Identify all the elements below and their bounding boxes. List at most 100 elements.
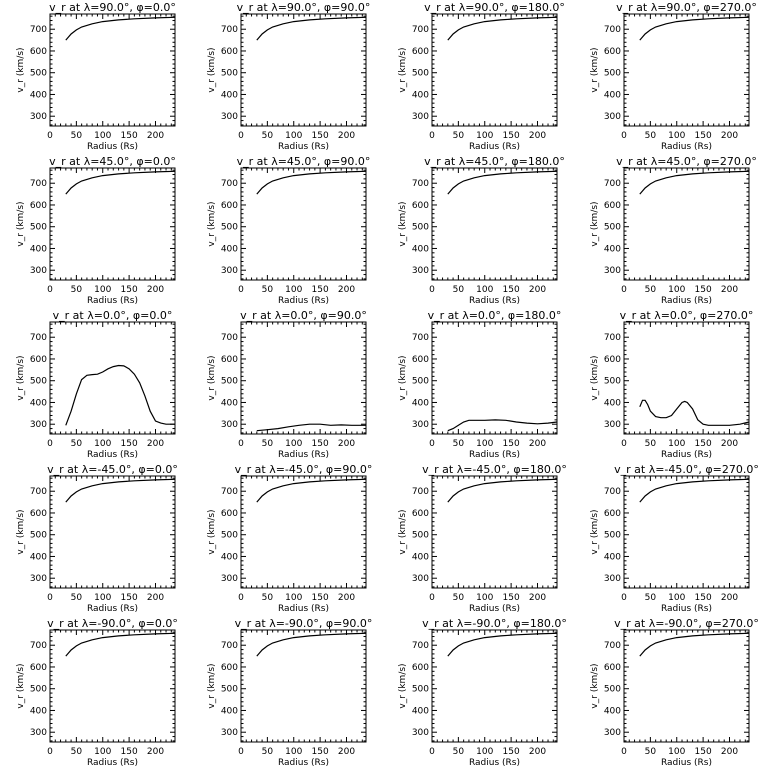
x-tick-label: 200 — [721, 747, 738, 757]
chart-panel: v_r at λ=-90.0°, φ=180.0° 0 50 100 150 200 300… — [398, 617, 567, 768]
y-tick-label: 400 — [604, 244, 621, 254]
y-tick-label: 400 — [412, 90, 429, 100]
x-tick-label: 150 — [503, 747, 520, 757]
y-axis-label: v_r (km/s) — [590, 663, 600, 708]
y-tick-label: 300 — [604, 112, 621, 122]
y-tick-label: 500 — [604, 531, 621, 541]
series-line — [256, 170, 367, 195]
y-tick-label: 400 — [412, 244, 429, 254]
x-tick-label: 50 — [645, 593, 657, 603]
x-tick-label: 100 — [668, 285, 685, 295]
y-tick-label: 600 — [412, 663, 429, 673]
x-tick-label: 200 — [338, 439, 355, 449]
y-tick-label: 600 — [412, 47, 429, 57]
x-tick-label: 0 — [621, 439, 627, 449]
y-tick-label: 600 — [30, 355, 47, 365]
series-line — [65, 478, 176, 503]
plot-frame — [240, 167, 367, 281]
series-line — [639, 399, 750, 426]
y-tick-label: 300 — [412, 574, 429, 584]
x-axis-label: Radius (Rs) — [469, 758, 520, 768]
x-tick-label: 0 — [238, 747, 244, 757]
series-line — [639, 478, 750, 503]
x-tick-label: 50 — [453, 285, 465, 295]
x-tick-label: 100 — [285, 439, 302, 449]
x-tick-label: 100 — [668, 747, 685, 757]
x-tick-label: 50 — [262, 439, 274, 449]
chart-title: v_r at λ=90.0°, φ=180.0° — [424, 1, 565, 14]
x-tick-label: 0 — [429, 131, 435, 141]
y-axis-label: v_r (km/s) — [207, 201, 217, 246]
y-tick-label: 300 — [30, 420, 47, 430]
x-tick-label: 50 — [453, 131, 465, 141]
x-tick-label: 200 — [721, 593, 738, 603]
y-tick-label: 400 — [604, 552, 621, 562]
plot-frame — [431, 321, 558, 435]
x-tick-label: 50 — [71, 131, 83, 141]
chart-title: v_r at λ=-45.0°, φ=180.0° — [422, 463, 567, 476]
x-tick-label: 100 — [285, 131, 302, 141]
y-axis-label: v_r (km/s) — [398, 201, 408, 246]
y-tick-label: 400 — [412, 552, 429, 562]
chart-title: v_r at λ=0.0°, φ=0.0° — [53, 309, 173, 322]
x-axis-label: Radius (Rs) — [278, 450, 329, 460]
chart-title: v_r at λ=-45.0°, φ=90.0° — [235, 463, 373, 476]
y-axis-label: v_r (km/s) — [16, 201, 26, 246]
chart-title: v_r at λ=90.0°, φ=90.0° — [237, 1, 371, 14]
y-tick-label: 300 — [221, 574, 238, 584]
x-tick-label: 50 — [453, 747, 465, 757]
y-tick-label: 700 — [221, 333, 238, 343]
x-axis-label: Radius (Rs) — [469, 296, 520, 306]
series-line — [447, 478, 558, 503]
x-tick-label: 0 — [47, 285, 53, 295]
x-tick-label: 0 — [47, 593, 53, 603]
y-tick-label: 600 — [604, 355, 621, 365]
x-tick-label: 150 — [695, 131, 712, 141]
chart-title: v_r at λ=0.0°, φ=180.0° — [428, 309, 562, 322]
x-tick-label: 150 — [312, 131, 329, 141]
x-tick-label: 150 — [503, 439, 520, 449]
y-axis-label: v_r (km/s) — [207, 509, 217, 554]
x-axis-label: Radius (Rs) — [87, 450, 138, 460]
x-tick-label: 200 — [147, 439, 164, 449]
x-tick-label: 150 — [312, 439, 329, 449]
y-tick-label: 300 — [30, 266, 47, 276]
x-tick-label: 150 — [503, 285, 520, 295]
y-tick-label: 700 — [30, 25, 47, 35]
y-tick-label: 300 — [412, 266, 429, 276]
y-axis-label: v_r (km/s) — [16, 509, 26, 554]
y-tick-label: 700 — [604, 333, 621, 343]
x-tick-label: 200 — [721, 439, 738, 449]
y-axis-label: v_r (km/s) — [590, 47, 600, 92]
x-tick-label: 100 — [476, 593, 493, 603]
plot-frame — [623, 13, 750, 127]
y-tick-label: 500 — [412, 377, 429, 387]
y-tick-label: 500 — [604, 69, 621, 79]
y-tick-label: 500 — [604, 377, 621, 387]
y-tick-label: 700 — [221, 179, 238, 189]
y-tick-label: 400 — [604, 398, 621, 408]
x-tick-label: 150 — [312, 593, 329, 603]
x-tick-label: 200 — [147, 131, 164, 141]
x-tick-label: 0 — [621, 747, 627, 757]
y-tick-label: 600 — [30, 663, 47, 673]
chart-title: v_r at λ=-90.0°, φ=90.0° — [235, 617, 373, 630]
x-tick-label: 50 — [453, 439, 465, 449]
y-axis-label: v_r (km/s) — [398, 663, 408, 708]
y-tick-label: 700 — [412, 333, 429, 343]
y-tick-label: 700 — [412, 641, 429, 651]
x-tick-label: 50 — [71, 285, 83, 295]
x-tick-label: 50 — [262, 593, 274, 603]
x-tick-label: 0 — [429, 747, 435, 757]
series-line — [65, 632, 176, 657]
x-tick-label: 150 — [121, 285, 138, 295]
chart-panel: v_r at λ=0.0°, φ=0.0° 0 50 100 150 200 300 400 5… — [16, 309, 176, 460]
x-axis-label: Radius (Rs) — [278, 296, 329, 306]
x-tick-label: 50 — [645, 439, 657, 449]
chart-panel: v_r at λ=45.0°, φ=270.0° 0 50 100 150 200 300 4… — [590, 155, 757, 306]
y-tick-label: 700 — [412, 179, 429, 189]
x-tick-label: 0 — [238, 593, 244, 603]
x-axis-label: Radius (Rs) — [661, 758, 712, 768]
chart-panel: v_r at λ=-45.0°, φ=0.0° 0 50 100 150 200 300 40… — [16, 463, 178, 614]
